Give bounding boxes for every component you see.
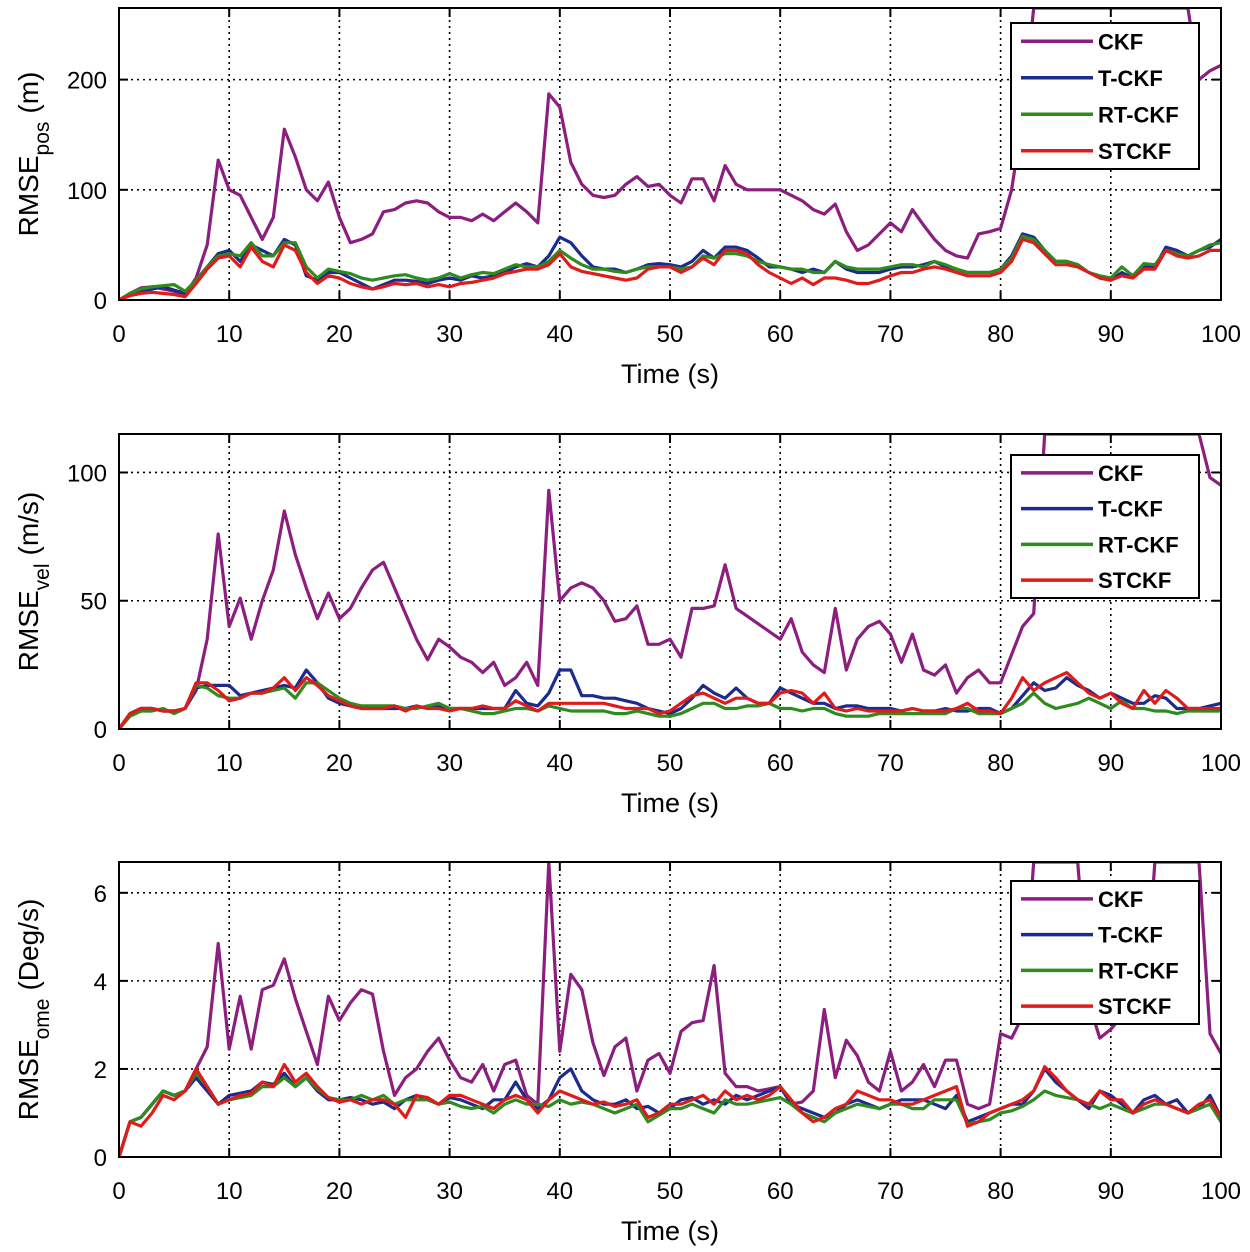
y-axis-label-sub: ome	[31, 999, 54, 1040]
y-tick-label: 6	[94, 881, 107, 908]
legend-label-stckf: STCKF	[1098, 994, 1171, 1019]
legend: CKF T-CKF RT-CKF STCKF	[1010, 454, 1200, 599]
y-axis-label-unit: (m)	[13, 72, 44, 114]
x-tick-label: 50	[657, 1178, 684, 1205]
y-axis-label: RMSEvel (m/s)	[13, 492, 54, 672]
x-tick-label: 40	[546, 1178, 573, 1205]
legend: CKF T-CKF RT-CKF STCKF	[1010, 22, 1200, 170]
y-tick-label: 0	[94, 717, 107, 744]
y-axis-label-sub: pos	[31, 122, 54, 156]
x-tick-label: 90	[1097, 321, 1124, 348]
y-tick-label: 2	[94, 1057, 107, 1084]
y-axis-label-main: RMSE	[13, 590, 44, 671]
y-tick-label: 100	[67, 460, 107, 487]
x-tick-label: 0	[112, 1178, 125, 1205]
x-tick-label: 60	[767, 321, 794, 348]
legend: CKF T-CKF RT-CKF STCKF	[1010, 880, 1200, 1025]
y-axis-label-main: RMSE	[13, 155, 44, 236]
x-axis-label: Time (s)	[621, 788, 719, 818]
legend-label-stckf: STCKF	[1098, 568, 1171, 593]
x-axis-label: Time (s)	[621, 1216, 719, 1246]
x-tick-label: 80	[987, 321, 1014, 348]
y-tick-label: 50	[80, 589, 107, 616]
x-tick-label: 30	[436, 321, 463, 348]
x-tick-label: 90	[1097, 750, 1124, 777]
y-axis: 0 50 100 RMSEvel (m/s)	[13, 460, 1221, 744]
series-group	[119, 8, 1221, 300]
legend-box	[1010, 22, 1200, 170]
legend-label-rt-ckf: RT-CKF	[1098, 532, 1179, 557]
x-tick-label: 70	[877, 1178, 904, 1205]
x-axis-label: Time (s)	[621, 359, 719, 389]
series-line-ckf	[119, 862, 1221, 1157]
chart-2: 0 10 20 30 40 50 60 70 80 90 100 Time (s) 0 50 100 RMSE…	[13, 433, 1241, 818]
x-tick-label: 100	[1201, 750, 1241, 777]
chart-3: 0 10 20 30 40 50 60 70 80 90 100 Time (s) 0 2 4 6 RMSEom…	[13, 861, 1241, 1246]
x-tick-label: 40	[546, 321, 573, 348]
y-tick-label: 4	[94, 969, 107, 996]
x-tick-label: 40	[546, 750, 573, 777]
x-tick-label: 10	[216, 750, 243, 777]
series-line-stckf	[119, 670, 1221, 729]
x-tick-label: 60	[767, 1178, 794, 1205]
y-tick-label: 100	[67, 178, 107, 205]
y-tick-label: 0	[94, 1145, 107, 1172]
x-tick-label: 30	[436, 1178, 463, 1205]
x-tick-label: 90	[1097, 1178, 1124, 1205]
y-axis-label: RMSEome (Deg/s)	[13, 899, 54, 1121]
series-line-stckf	[119, 237, 1221, 300]
legend-box	[1010, 454, 1200, 599]
y-axis-label: RMSEpos (m)	[13, 72, 54, 237]
x-tick-label: 0	[112, 321, 125, 348]
x-tick-label: 100	[1201, 1178, 1241, 1205]
legend-label-t-ckf: T-CKF	[1098, 66, 1163, 91]
legend-label-t-ckf: T-CKF	[1098, 497, 1163, 522]
y-axis-label-main: RMSE	[13, 1039, 44, 1120]
x-tick-label: 20	[326, 1178, 353, 1205]
x-tick-label: 70	[877, 321, 904, 348]
legend-label-ckf: CKF	[1098, 29, 1143, 54]
x-tick-label: 50	[657, 321, 684, 348]
series-line-rt-ckf	[119, 681, 1221, 729]
chart-1: 0 10 20 30 40 50 60 70 80 90 100 Time (s) 0 100 200 RMS…	[13, 7, 1241, 389]
y-tick-label: 200	[67, 68, 107, 95]
x-tick-label: 80	[987, 750, 1014, 777]
x-axis: 0 10 20 30 40 50 60 70 80 90 100 Time (s)	[112, 8, 1241, 389]
series-group	[119, 862, 1221, 1157]
y-axis-label-sub: vel	[31, 564, 54, 591]
y-axis-label-unit: (Deg/s)	[13, 899, 44, 991]
legend-label-rt-ckf: RT-CKF	[1098, 102, 1179, 127]
x-tick-label: 10	[216, 321, 243, 348]
x-tick-label: 30	[436, 750, 463, 777]
x-tick-label: 0	[112, 750, 125, 777]
x-tick-label: 20	[326, 750, 353, 777]
y-tick-label: 0	[94, 288, 107, 315]
series-line-rt-ckf	[119, 1071, 1221, 1157]
x-axis: 0 10 20 30 40 50 60 70 80 90 100 Time (s)	[112, 434, 1241, 818]
x-tick-label: 20	[326, 321, 353, 348]
x-tick-label: 50	[657, 750, 684, 777]
legend-label-rt-ckf: RT-CKF	[1098, 958, 1179, 983]
x-tick-label: 10	[216, 1178, 243, 1205]
x-tick-label: 70	[877, 750, 904, 777]
y-axis: 0 2 4 6 RMSEome (Deg/s)	[13, 881, 1221, 1172]
y-axis-label-unit: (m/s)	[13, 492, 44, 556]
x-tick-label: 60	[767, 750, 794, 777]
legend-label-stckf: STCKF	[1098, 139, 1171, 164]
x-axis: 0 10 20 30 40 50 60 70 80 90 100 Time (s)	[112, 862, 1241, 1246]
x-tick-label: 80	[987, 1178, 1014, 1205]
y-axis: 0 100 200 RMSEpos (m)	[13, 68, 1221, 315]
legend-box	[1010, 880, 1200, 1025]
series-line-ckf	[119, 8, 1221, 300]
legend-label-ckf: CKF	[1098, 461, 1143, 486]
series-line-stckf	[119, 1062, 1221, 1157]
series-line-t-ckf	[119, 668, 1221, 729]
legend-label-ckf: CKF	[1098, 887, 1143, 912]
legend-label-t-ckf: T-CKF	[1098, 923, 1163, 948]
x-tick-label: 100	[1201, 321, 1241, 348]
